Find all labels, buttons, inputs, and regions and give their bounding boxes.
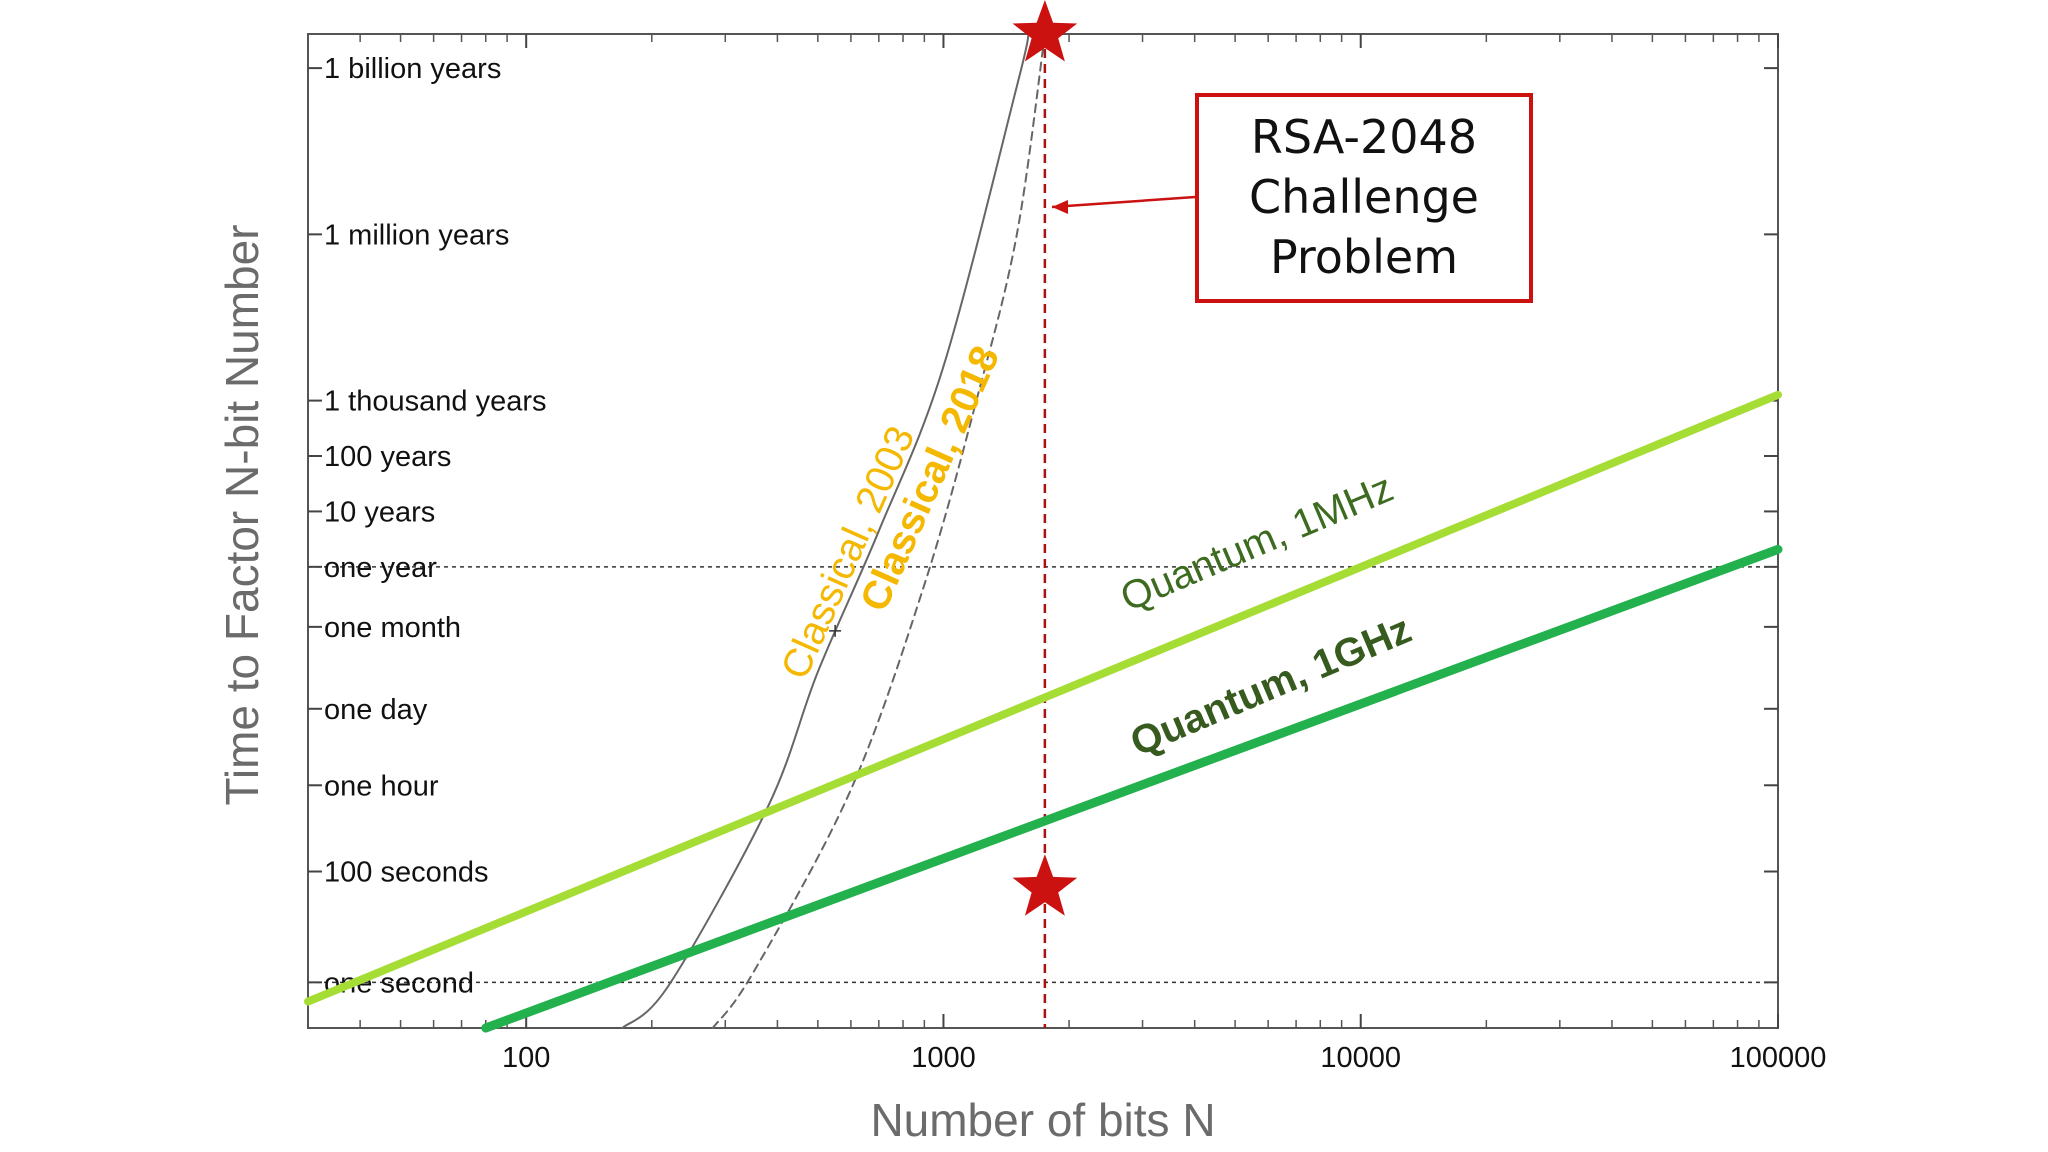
rsa-callout: RSA-2048 Challenge Problem <box>1051 93 1533 303</box>
x-tick-label-10000: 10000 <box>1320 1042 1401 1074</box>
y-tick-label-one-day: one day <box>324 694 428 726</box>
crosshair-marker <box>829 624 842 637</box>
y-tick-label-one-hour: one hour <box>324 770 439 802</box>
y-axis-ticks: 1 billion years 1 million years 1 thousand… <box>308 53 1778 999</box>
star-marker-2 <box>1012 854 1078 916</box>
callout-box <box>1195 93 1533 303</box>
y-tick-label-one-month: one month <box>324 612 461 644</box>
callout-line-2: Challenge <box>1249 170 1479 224</box>
x-tick-label-100: 100 <box>502 1042 550 1074</box>
callout-arrowhead <box>1052 200 1068 214</box>
x-axis-ticks: 100 1000 10000 100000 <box>502 34 1826 1074</box>
series-line-classical-2018 <box>711 33 1046 1029</box>
y-tick-label-1-billion-years: 1 billion years <box>324 53 501 85</box>
markers <box>1012 0 1078 916</box>
y-tick-label-100-years: 100 years <box>324 441 451 473</box>
series-line-quantum-1ghz <box>481 544 1783 1033</box>
callout-line-3: Problem <box>1270 230 1458 284</box>
y-tick-label-1-million-years: 1 million years <box>324 219 509 251</box>
series-line-classical-2003 <box>621 33 1030 1029</box>
x-tick-label-100000: 100000 <box>1730 1042 1827 1074</box>
y-tick-label-10-years: 10 years <box>324 496 435 528</box>
callout-line-1: RSA-2048 <box>1251 110 1477 164</box>
callout-arrow <box>1051 195 1196 209</box>
y-tick-label-1-thousand-years: 1 thousand years <box>324 386 546 418</box>
star-marker-1 <box>1012 0 1078 62</box>
series-line-quantum-1mhz <box>304 390 1782 1006</box>
y-axis-title: Time to Factor N-bit Number <box>216 224 268 805</box>
y-tick-label-one-year: one year <box>324 552 437 584</box>
x-tick-label-1000: 1000 <box>911 1042 976 1074</box>
y-tick-label-100-seconds: 100 seconds <box>324 857 488 889</box>
x-axis-title: Number of bits N <box>870 1094 1215 1146</box>
series-group <box>304 33 1783 1033</box>
series-label-quantum-1mhz: Quantum, 1MHz <box>1114 466 1399 620</box>
